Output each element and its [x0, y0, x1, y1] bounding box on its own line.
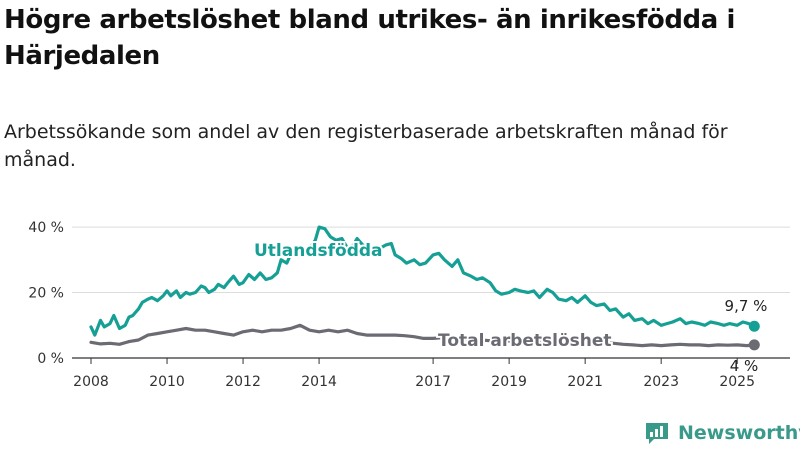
series-line-total [89, 323, 756, 348]
brand-logo[interactable]: Newsworthy [644, 420, 800, 446]
end-point-marker [748, 320, 760, 332]
bar-chart-logo-icon [646, 423, 668, 444]
chart-title: Högre arbetslöshet bland utrikes- än inr… [4, 5, 736, 71]
brand-name: Newsworthy [678, 422, 800, 444]
series-label-utlandsfodda: Utlandsfödda [254, 241, 383, 261]
y-tick-label: 20 % [28, 286, 64, 302]
x-tick-label: 2023 [643, 374, 679, 390]
x-tick-label: 2014 [301, 374, 337, 390]
series-label-total: Total arbetslöshet [438, 331, 612, 351]
y-tick-label: 40 % [28, 220, 64, 236]
chart-subtitle: Arbetssökande som andel av den registerb… [4, 121, 728, 171]
series-line-utlandsfodda [89, 225, 756, 337]
x-tick-labels: 2008 2010 2012 2014 2017 2019 2021 2023 2025 [73, 358, 755, 390]
x-tick-label: 2017 [415, 374, 451, 390]
x-tick-label: 2012 [225, 374, 261, 390]
end-value-label-total: 4 % [730, 357, 759, 375]
x-tick-label: 2021 [567, 374, 603, 390]
end-value-label-utlandsfodda: 9,7 % [725, 297, 768, 315]
series-labels: Utlandsfödda Total arbetslöshet 9,7 % 4 % [252, 239, 768, 375]
y-tick-labels: 0 % 20 % 40 % [28, 220, 64, 367]
y-tick-label: 0 % [37, 351, 64, 367]
x-tick-label: 2008 [73, 374, 109, 390]
x-tick-label: 2010 [149, 374, 185, 390]
x-tick-label: 2019 [491, 374, 527, 390]
x-tick-label: 2025 [719, 374, 755, 390]
series-layer [89, 225, 760, 351]
end-point-marker [748, 339, 760, 351]
